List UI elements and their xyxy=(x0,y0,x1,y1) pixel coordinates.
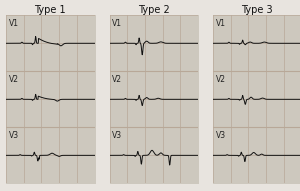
Title: Type 2: Type 2 xyxy=(138,5,169,15)
Text: V3: V3 xyxy=(112,131,122,140)
Text: V3: V3 xyxy=(216,131,226,140)
Title: Type 1: Type 1 xyxy=(34,5,66,15)
Text: V1: V1 xyxy=(216,19,226,28)
Text: V2: V2 xyxy=(216,75,226,84)
Text: V2: V2 xyxy=(112,75,122,84)
Title: Type 3: Type 3 xyxy=(242,5,273,15)
Text: V3: V3 xyxy=(9,131,19,140)
Text: V1: V1 xyxy=(9,19,19,28)
Text: V2: V2 xyxy=(9,75,19,84)
Text: V1: V1 xyxy=(112,19,122,28)
